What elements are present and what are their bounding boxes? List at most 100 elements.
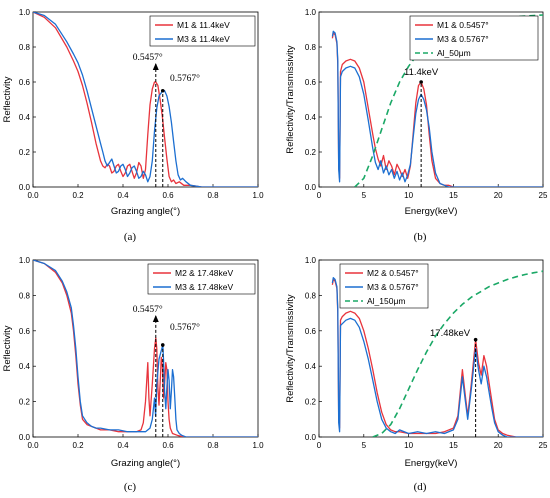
annotation-peak-marker [473, 337, 478, 342]
annotation-label: 0.5457° [133, 304, 163, 315]
y-tick-label: 0.8 [19, 291, 31, 300]
y-tick-label: 0.2 [19, 148, 31, 157]
x-tick-label: 25 [539, 191, 548, 200]
panel-caption: (d) [414, 481, 427, 493]
annotation-peak-marker [419, 80, 423, 84]
plot-frame [32, 259, 259, 438]
legend-label: M1 & 0.5457° [437, 20, 489, 30]
series-line-2 [331, 30, 543, 187]
y-tick-label: 0.8 [305, 291, 317, 300]
x-tick-label: 20 [494, 191, 503, 200]
series-line-3 [372, 270, 543, 437]
annotation-label: 0.5457° [133, 52, 163, 63]
x-tick-label: 5 [362, 191, 367, 200]
legend-label: Al_50μm [437, 48, 471, 58]
y-axis-label: Reflectivity/Transmissivity [285, 45, 296, 154]
chart-panel-4: 0 5 10 15 20 25 0.0 0.2 0.4 0.6 0.8 1.0 Energy(keV) R… [285, 256, 548, 493]
x-axis-label: Energy(keV) [405, 206, 458, 217]
legend-label: M2 & 0.5457° [367, 268, 419, 278]
plot-frame [318, 11, 544, 188]
series-line-2 [33, 12, 258, 187]
annotation-peak-marker [160, 343, 165, 347]
plot-frame [32, 11, 259, 188]
x-tick-label: 15 [449, 191, 458, 200]
y-tick-label: 0.6 [19, 78, 31, 87]
x-tick-label: 10 [404, 191, 413, 200]
x-tick-label: 15 [449, 441, 458, 450]
x-tick-label: 0.8 [207, 441, 219, 450]
y-tick-label: 0.8 [305, 43, 317, 52]
y-axis-label: Reflectivity/Transmissivity [285, 294, 296, 403]
annotation-label: 17.48keV [430, 328, 471, 339]
series-line-2 [331, 277, 543, 437]
y-tick-label: 0.0 [305, 433, 317, 442]
x-tick-label: 25 [539, 441, 548, 450]
y-tick-label: 0.6 [305, 78, 317, 87]
legend-label: M3 & 17.48keV [175, 282, 233, 292]
plot-frame [318, 259, 544, 438]
series-line-1 [33, 12, 258, 187]
annotation-label: 0.5767° [170, 322, 200, 333]
series-line-1 [331, 278, 543, 437]
legend-label: M1 & 11.4keV [177, 20, 230, 30]
y-axis-label: Reflectivity [2, 325, 13, 371]
x-tick-label: 0.6 [162, 191, 174, 200]
legend-label: M3 & 11.4keV [177, 34, 230, 44]
x-tick-label: 10 [404, 441, 413, 450]
x-tick-label: 0.4 [117, 441, 129, 450]
y-tick-label: 0.2 [19, 398, 31, 407]
annotation-arrow-head [152, 63, 159, 70]
annotation-arrow-head [152, 315, 159, 322]
y-tick-label: 0.0 [19, 183, 31, 192]
y-tick-label: 0.8 [19, 43, 31, 52]
y-tick-label: 0.6 [19, 327, 31, 336]
x-axis-label: Energy(keV) [405, 458, 458, 469]
y-axis-label: Reflectivity [2, 76, 13, 122]
panel-caption: (b) [414, 231, 427, 243]
x-axis-label: Grazing angle(°) [111, 206, 180, 217]
y-tick-label: 0.0 [19, 433, 31, 442]
legend-label: M3 & 0.5767° [437, 34, 489, 44]
annotation-label: 0.5767° [170, 73, 200, 84]
legend-label: M3 & 0.5767° [367, 282, 419, 292]
legend: M2 & 0.5457° M3 & 0.5767° Al_150μm [339, 263, 429, 309]
x-axis-label: Grazing angle(°) [111, 458, 180, 469]
y-tick-label: 0.4 [305, 362, 317, 371]
panel-caption: (c) [124, 481, 137, 493]
y-tick-label: 0.4 [19, 362, 31, 371]
legend-box [147, 263, 256, 295]
x-tick-label: 0.0 [27, 441, 39, 450]
x-tick-label: 0 [317, 191, 322, 200]
legend: M1 & 11.4keV M3 & 11.4keV [149, 15, 256, 47]
annotation-label: 11.4keV [404, 67, 439, 78]
y-tick-label: 1.0 [19, 8, 31, 17]
chart-panel-2: 0 5 10 15 20 25 0.0 0.2 0.4 0.6 0.8 1.0 Energy(keV) R… [285, 8, 548, 243]
x-tick-label: 20 [494, 441, 503, 450]
legend-label: M2 & 17.48keV [175, 268, 233, 278]
x-tick-label: 0.6 [162, 441, 174, 450]
annotation-peak-marker [160, 88, 165, 93]
y-tick-label: 0.4 [19, 113, 31, 122]
y-tick-label: 0.4 [305, 113, 317, 122]
legend-box [149, 15, 256, 47]
series-line-1 [331, 32, 543, 187]
y-tick-label: 0.2 [305, 148, 317, 157]
x-tick-label: 1.0 [252, 441, 264, 450]
y-tick-label: 0.0 [305, 183, 317, 192]
chart-panel-1: 0.0 0.2 0.4 0.6 0.8 1.0 0.0 0.2 0.4 0.6 0.8 1.0 Graz… [2, 8, 264, 243]
legend: M2 & 17.48keV M3 & 17.48keV [147, 263, 256, 295]
x-tick-label: 0.2 [72, 191, 84, 200]
legend: M1 & 0.5457° M3 & 0.5767° Al_50μm [409, 15, 539, 61]
y-tick-label: 0.2 [305, 398, 317, 407]
x-tick-label: 0.2 [72, 441, 84, 450]
x-tick-label: 0 [317, 441, 322, 450]
legend-box [409, 15, 539, 61]
y-tick-label: 0.6 [305, 327, 317, 336]
x-tick-label: 0.0 [27, 191, 39, 200]
x-tick-label: 1.0 [252, 191, 264, 200]
panel-caption: (a) [124, 231, 137, 243]
x-tick-label: 5 [362, 441, 367, 450]
chart-panel-3: 0.0 0.2 0.4 0.6 0.8 1.0 0.0 0.2 0.4 0.6 0.8 1.0 Graz… [2, 256, 264, 493]
x-tick-label: 0.8 [207, 191, 219, 200]
